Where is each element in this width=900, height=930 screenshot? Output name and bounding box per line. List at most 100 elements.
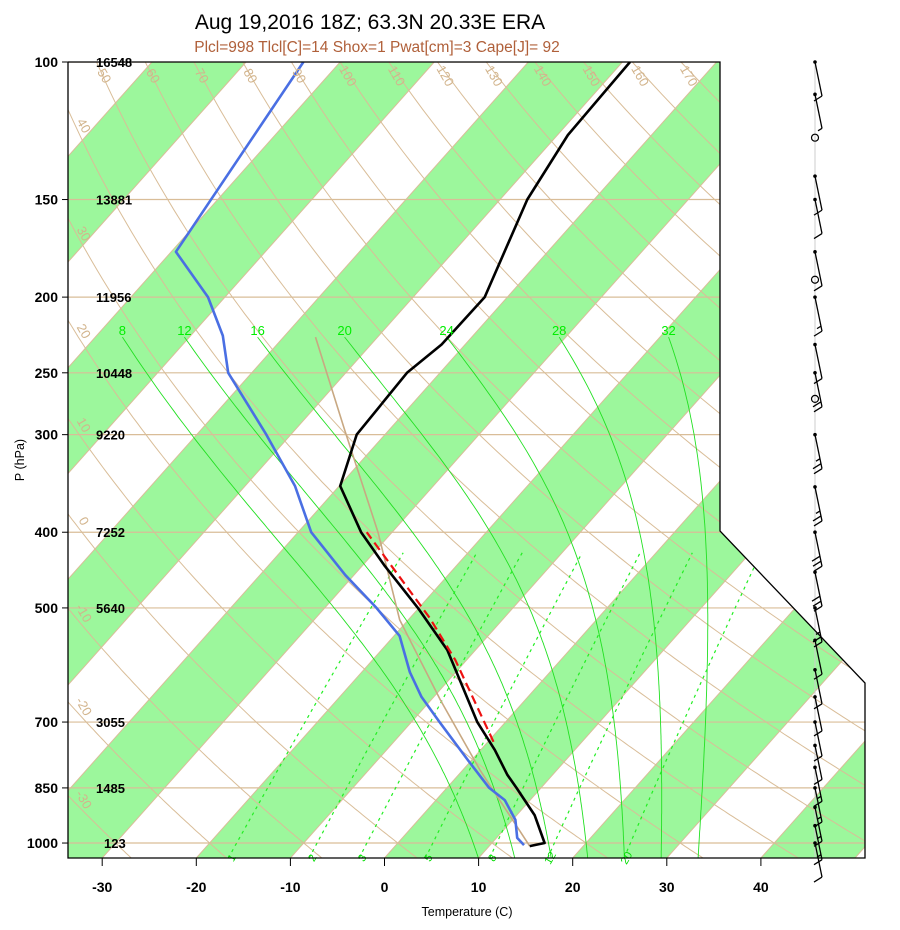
barb-shaft xyxy=(814,296,823,332)
plot-border xyxy=(67,61,866,859)
barb-shaft xyxy=(814,94,823,129)
wind-barb xyxy=(813,197,823,240)
height-label: 10448 xyxy=(96,366,132,381)
temperature-line xyxy=(338,62,631,848)
dry-adiabat xyxy=(68,62,704,858)
wind-barb xyxy=(812,371,823,413)
calm-circle xyxy=(810,394,820,404)
pressure-tick-label: 300 xyxy=(35,427,59,443)
barb-shaft xyxy=(814,640,823,675)
isotherm-line xyxy=(0,62,58,858)
isotherm-band xyxy=(68,62,623,858)
barb-feather xyxy=(813,673,823,680)
mixing-ratio-line xyxy=(424,552,583,858)
barb-shaft xyxy=(814,344,823,379)
dry-adiabat xyxy=(290,62,865,858)
dry-adiabat-label: 90 xyxy=(289,66,309,86)
height-label: 9220 xyxy=(96,428,125,443)
chart-title: Aug 19,2016 18Z; 63.3N 20.33E ERA xyxy=(195,11,545,34)
moist-adiabat-label: 32 xyxy=(661,323,675,338)
isotherm-line xyxy=(666,62,865,858)
dry-adiabat-label: 40 xyxy=(74,116,94,136)
barb-feather xyxy=(813,703,823,710)
chart-subtitle: Plcl=998 Tlcl[C]=14 Shox=1 Pwat[cm]=3 Ca… xyxy=(194,39,559,56)
dry-adiabat-label: 10 xyxy=(74,415,94,435)
barb-feather xyxy=(813,876,823,883)
barb-half-feather xyxy=(815,458,821,462)
isotherm-line xyxy=(68,62,529,858)
moist-adiabat xyxy=(558,336,663,858)
barb-shaft xyxy=(814,199,823,234)
isotherm-line xyxy=(68,62,717,858)
dry-adiabat xyxy=(144,62,865,858)
pressure-tick-label: 150 xyxy=(35,192,59,208)
isotherm-band xyxy=(760,62,865,858)
pressure-tick-label: 1000 xyxy=(27,835,58,851)
barb-shaft xyxy=(814,842,823,878)
pressure-tick-label: 200 xyxy=(35,289,59,305)
barb-shaft xyxy=(814,807,823,842)
isotherm-band xyxy=(68,62,435,858)
barb-shaft xyxy=(814,669,823,704)
dry-adiabat-label: 120 xyxy=(433,63,457,89)
x-axis-title: Temperature (C) xyxy=(422,905,513,919)
mixing-ratio-line xyxy=(358,552,523,858)
isotherm-line xyxy=(101,62,812,858)
isotherm-line xyxy=(854,62,865,858)
barb-half-feather xyxy=(815,510,821,514)
y-axis-title: P (hPa) xyxy=(13,439,27,481)
dry-adiabat-label: 70 xyxy=(192,66,212,86)
virtual-trace-line xyxy=(314,336,531,847)
dry-adiabat-label: 20 xyxy=(74,321,94,341)
wind-barb xyxy=(812,432,823,475)
wind-barb xyxy=(813,342,823,385)
moist-adiabat-label: 12 xyxy=(177,323,191,338)
dry-adiabat xyxy=(68,62,799,858)
barb-shaft xyxy=(814,696,823,732)
wind-barb xyxy=(810,275,820,284)
dry-adiabat xyxy=(68,62,132,858)
wind-barb xyxy=(813,60,823,102)
barb-shaft xyxy=(814,825,823,860)
barb-feather xyxy=(813,377,823,385)
barb-shaft xyxy=(814,721,823,757)
wind-barbs xyxy=(810,60,823,883)
pressure-tick-label: 250 xyxy=(35,365,59,381)
barb-feather xyxy=(812,463,822,470)
dry-adiabat-label: 80 xyxy=(240,66,260,86)
moist-adiabat xyxy=(344,336,589,858)
barb-feather xyxy=(811,595,821,602)
sounding-lines xyxy=(122,62,762,858)
wind-barb xyxy=(812,485,823,527)
temperature-tick-label: 10 xyxy=(471,879,487,895)
dry-adiabat-label: 130 xyxy=(482,63,506,89)
calm-circle xyxy=(810,275,820,284)
barb-half-feather xyxy=(817,127,823,132)
temperature-tick-label: 40 xyxy=(753,879,769,895)
moist-adiabat xyxy=(122,336,479,858)
barb-feather xyxy=(813,232,823,240)
isotherm-line xyxy=(572,62,865,858)
dry-adiabat-label: 30 xyxy=(74,224,94,244)
dewpoint-line xyxy=(174,62,525,846)
barb-feather xyxy=(813,95,823,102)
temperature-tick-label: 20 xyxy=(565,879,581,895)
wind-barb xyxy=(813,638,823,680)
dry-adiabat-label: 60 xyxy=(143,66,163,86)
parcel-line xyxy=(365,531,495,743)
barb-shaft xyxy=(814,251,823,286)
height-label: 16548 xyxy=(96,55,132,70)
barb-feather xyxy=(813,330,823,337)
dry-adiabat xyxy=(68,62,227,858)
wind-barb xyxy=(811,570,823,612)
temperature-tick-label: 0 xyxy=(381,879,389,895)
dry-adiabat xyxy=(68,62,418,858)
dry-adiabat-label: 160 xyxy=(628,63,652,89)
dry-adiabat xyxy=(68,62,323,858)
barb-shaft xyxy=(814,486,823,522)
temperature-tick-label: -30 xyxy=(92,879,112,895)
barb-shaft xyxy=(814,787,823,823)
dry-adiabat xyxy=(68,62,513,858)
height-label: 5640 xyxy=(96,601,125,616)
